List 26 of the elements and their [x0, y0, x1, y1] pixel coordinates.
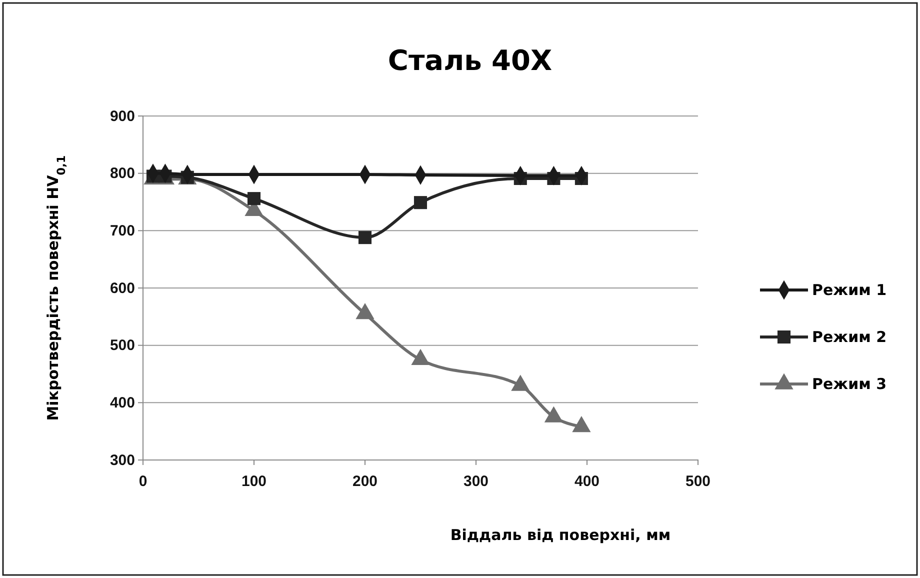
x-axis-title: Віддаль від поверхні, мм [450, 526, 671, 544]
y-tick-label: 800 [110, 165, 135, 182]
x-tick-label: 0 [138, 473, 148, 490]
x-tick-label: 400 [574, 473, 600, 490]
point [544, 406, 564, 422]
point [414, 196, 428, 210]
legend-label: Режим 1 [812, 281, 887, 299]
x-tick-label: 100 [241, 473, 267, 490]
point [511, 374, 530, 391]
x-tick-label: 200 [352, 473, 378, 490]
point [247, 192, 261, 206]
y-tick-label: 400 [110, 394, 135, 412]
point [358, 231, 372, 244]
y-tick-label: 700 [110, 222, 135, 240]
x-tick-label: 500 [685, 473, 711, 490]
point [356, 303, 374, 320]
y-tick-label: 900 [110, 108, 135, 125]
legend-label: Режим 3 [812, 375, 887, 393]
point [572, 416, 591, 432]
y-tick-label: 600 [110, 280, 135, 297]
legend-label: Режим 2 [812, 328, 887, 346]
chart-title: Сталь 40Х [388, 44, 553, 77]
x-tick-label: 300 [463, 473, 489, 490]
y-tick-label: 500 [110, 337, 135, 354]
point [411, 348, 430, 366]
y-tick-label: 300 [110, 452, 135, 469]
